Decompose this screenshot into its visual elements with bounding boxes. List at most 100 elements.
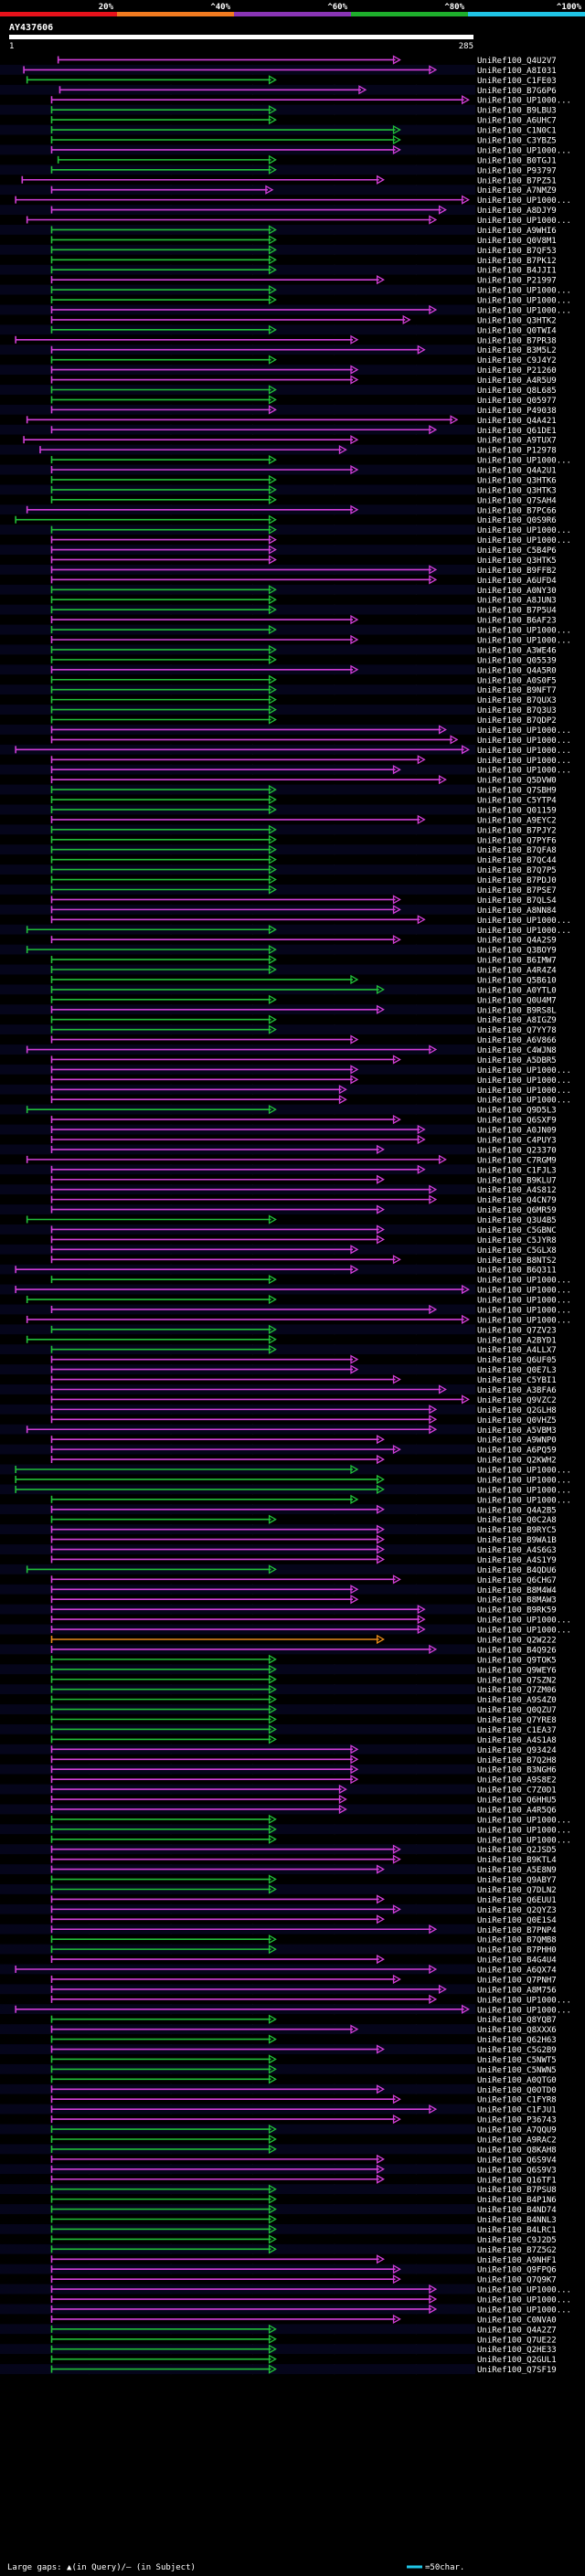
hit-arrowhead: [438, 1384, 447, 1394]
hit-label: UniRef100_C5G2B9: [477, 2046, 557, 2055]
hit-arrowhead: [417, 345, 426, 355]
hit-label: UniRef100_B9NFT7: [477, 686, 557, 695]
hit-label: UniRef100_UP1000...: [477, 306, 571, 315]
hit-label: UniRef100_B6Q311: [477, 1267, 557, 1276]
hit-arrowhead: [417, 755, 426, 765]
hit-arrowhead: [376, 1204, 385, 1214]
hit-arrowhead: [268, 1724, 277, 1734]
hit-arrowhead: [376, 1474, 385, 1485]
hit-arrowhead: [429, 65, 438, 75]
hit-label: UniRef100_B7P5U4: [477, 607, 557, 616]
hit-arrowhead: [268, 2334, 277, 2344]
hit-label: UniRef100_Q7PNH7: [477, 1976, 557, 1985]
hit-arrowhead: [429, 2104, 438, 2115]
hit-label: UniRef100_C9J4Y2: [477, 356, 557, 366]
hit-label: UniRef100_Q16TF1: [477, 2176, 557, 2185]
hit-label: UniRef100_Q0VHZ5: [477, 1416, 557, 1426]
hit-arrowhead: [417, 814, 426, 825]
hit-arrowhead: [350, 614, 359, 625]
hit-arrowhead: [350, 2024, 359, 2034]
hit-arrowhead: [338, 1794, 347, 1805]
hit-label: UniRef100_B7Q7P5: [477, 866, 557, 875]
hit-arrowhead: [350, 1265, 359, 1275]
hit-label: UniRef100_Q6MR59: [477, 1206, 557, 1215]
identity-scale-segment: [234, 12, 351, 16]
hit-label: UniRef100_A9RAC2: [477, 2136, 557, 2145]
identity-scale-label: 20%: [99, 3, 114, 12]
hit-arrowhead: [392, 1445, 401, 1455]
hit-arrowhead: [268, 1024, 277, 1034]
hit-arrowhead: [417, 915, 426, 925]
hit-arrowhead: [376, 1954, 385, 1965]
hit-arrowhead: [376, 1235, 385, 1245]
hit-label: UniRef100_B3NGH6: [477, 1766, 557, 1776]
hit-arrowhead: [392, 1854, 401, 1864]
hit-label: UniRef100_UP1000...: [477, 917, 571, 926]
hit-label: UniRef100_B7QFA8: [477, 846, 557, 855]
hit-label: UniRef100_Q6S9V3: [477, 2166, 557, 2175]
hit-label: UniRef100_B9KTL4: [477, 1856, 557, 1865]
hit-label: UniRef100_Q0QZU7: [477, 1706, 557, 1715]
hit-arrowhead: [268, 784, 277, 795]
hit-label: UniRef100_A9WNP0: [477, 1436, 557, 1446]
hit-label: UniRef100_Q6UF05: [477, 1356, 557, 1365]
hit-arrowhead: [376, 984, 385, 995]
hit-label: UniRef100_UP1000...: [477, 297, 571, 306]
hit-label: UniRef100_B4G4U4: [477, 1956, 557, 1966]
query-id: AY437606: [9, 23, 53, 33]
hit-label: UniRef100_B9RK59: [477, 1606, 557, 1616]
hit-arrowhead: [268, 605, 277, 615]
hit-arrowhead: [461, 1394, 470, 1405]
hit-label: UniRef100_Q4A421: [477, 417, 557, 426]
hit-label: UniRef100_Q3U4B5: [477, 1216, 557, 1225]
hit-arrowhead: [268, 945, 277, 955]
hit-label: UniRef100_A3WE46: [477, 646, 557, 655]
hit-arrowhead: [268, 514, 277, 525]
hit-label: UniRef100_Q9ABY7: [477, 1876, 557, 1885]
hit-label: UniRef100_B8NTS2: [477, 1256, 557, 1266]
hit-label: UniRef100_C4PUY3: [477, 1136, 557, 1145]
hit-label: UniRef100_B7QUX3: [477, 696, 557, 705]
hit-arrowhead: [376, 1914, 385, 1924]
hit-arrowhead: [376, 2154, 385, 2164]
hit-arrowhead: [429, 575, 438, 585]
hit-arrowhead: [376, 1534, 385, 1544]
hit-label: UniRef100_B9WA1B: [477, 1536, 557, 1545]
hit-arrowhead: [268, 1294, 277, 1305]
hit-label: UniRef100_C1FE03: [477, 77, 557, 86]
hit-arrowhead: [268, 105, 277, 115]
hit-label: UniRef100_A5E8N9: [477, 1866, 557, 1875]
hit-arrowhead: [268, 1684, 277, 1694]
hit-arrowhead: [268, 2034, 277, 2044]
hit-label: UniRef100_B9LBU3: [477, 107, 557, 116]
hit-arrowhead: [268, 255, 277, 265]
hit-label: UniRef100_Q0E1S4: [477, 1916, 557, 1925]
hit-arrowhead: [438, 725, 447, 735]
hit-arrowhead: [392, 55, 401, 65]
hit-arrowhead: [350, 435, 359, 445]
hit-arrowhead: [338, 1095, 347, 1105]
hit-arrowhead: [268, 684, 277, 694]
hit-label: UniRef100_Q4A2Z7: [477, 2326, 557, 2335]
hit-label: UniRef100_B7QDP2: [477, 716, 557, 726]
hit-arrowhead: [392, 1055, 401, 1065]
hit-label: UniRef100_Q6SXF9: [477, 1117, 557, 1126]
hit-arrowhead: [268, 2014, 277, 2024]
hit-arrowhead: [376, 1634, 385, 1645]
hit-label: UniRef100_P49038: [477, 407, 557, 416]
hit-arrowhead: [268, 1014, 277, 1024]
hit-arrowhead: [268, 674, 277, 684]
hit-label: UniRef100_UP1000...: [477, 1287, 571, 1296]
hit-arrowhead: [268, 535, 277, 545]
hit-arrowhead: [268, 885, 277, 895]
hit-arrowhead: [376, 2164, 385, 2174]
hit-label: UniRef100_UP1000...: [477, 2006, 571, 2015]
hit-arrowhead: [268, 1874, 277, 1884]
hit-arrowhead: [268, 385, 277, 395]
hit-label: UniRef100_Q0OTD0: [477, 2086, 557, 2095]
identity-scale-segment: [351, 12, 468, 16]
hit-label: UniRef100_C1FJL3: [477, 1166, 557, 1175]
hit-label: UniRef100_A8I031: [477, 67, 557, 76]
hit-label: UniRef100_Q7DLN2: [477, 1886, 557, 1895]
hit-label: UniRef100_Q2JSD5: [477, 1846, 557, 1855]
